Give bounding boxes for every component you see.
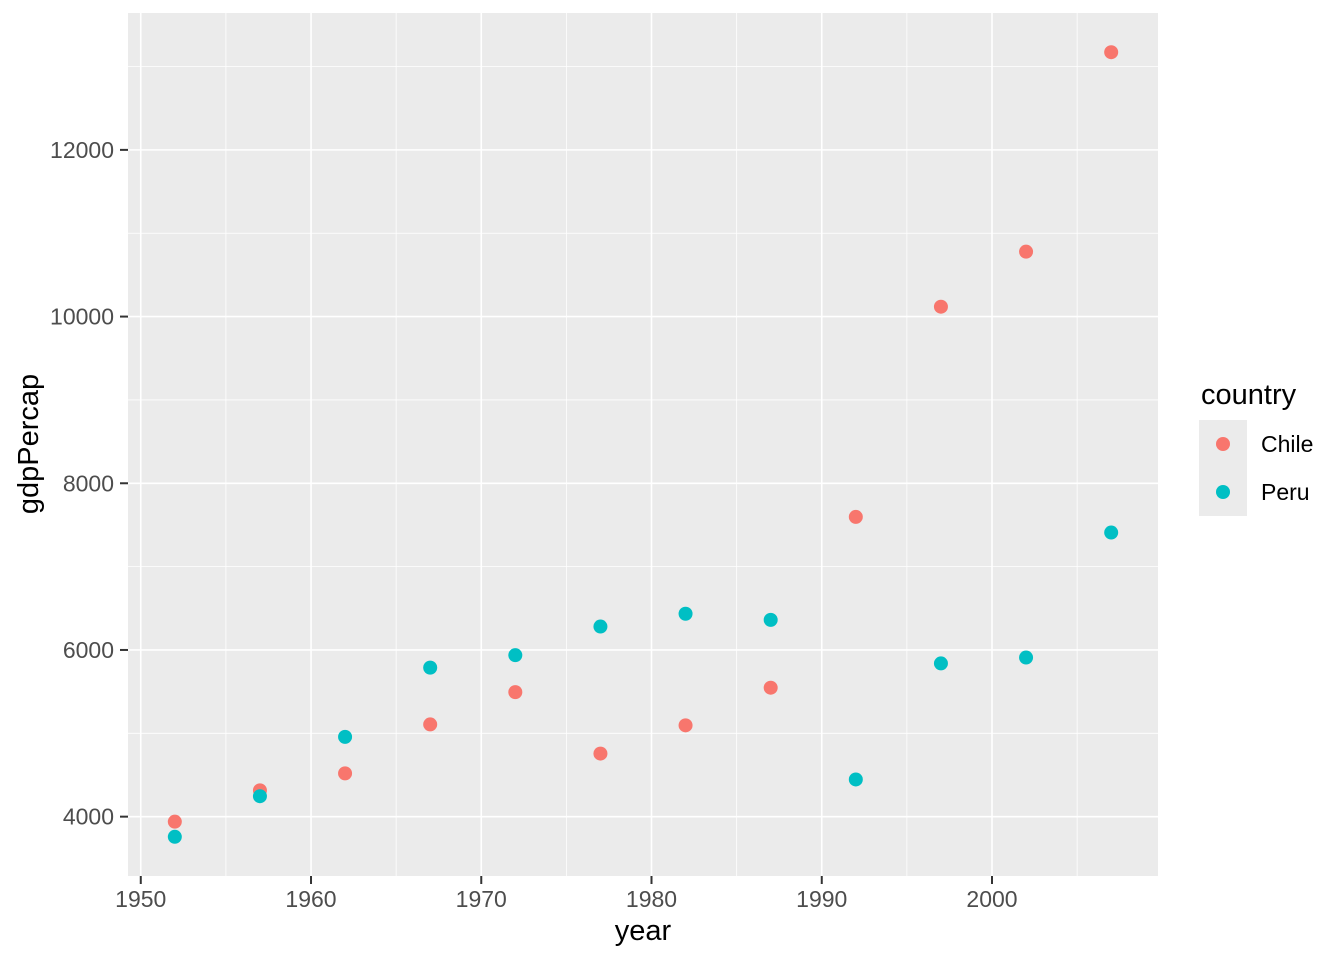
- data-point-chile-1992: [848, 509, 863, 524]
- data-point-chile-2002: [1019, 244, 1034, 259]
- data-point-chile-1952: [167, 814, 182, 829]
- legend-entry-peru: Peru: [1199, 468, 1310, 516]
- data-point-chile-1987: [763, 680, 778, 695]
- y-tick-label: 4000: [63, 804, 114, 830]
- legend-point-peru-icon: [1216, 485, 1230, 499]
- y-axis-title: gdpPercap: [13, 374, 45, 514]
- x-tick-label: 1960: [285, 886, 336, 912]
- panel-background: [128, 13, 1158, 876]
- legend: country Chile Peru: [1199, 379, 1313, 516]
- data-point-peru-1982: [678, 606, 693, 621]
- legend-entry-chile: Chile: [1199, 420, 1313, 468]
- y-tick-label: 8000: [63, 470, 114, 496]
- data-point-peru-1977: [593, 619, 608, 634]
- legend-title: country: [1201, 379, 1297, 411]
- data-point-peru-1952: [167, 829, 182, 844]
- legend-label-chile: Chile: [1261, 431, 1313, 457]
- data-point-peru-1997: [933, 656, 948, 671]
- data-point-peru-1992: [848, 772, 863, 787]
- data-point-peru-1987: [763, 612, 778, 627]
- data-point-chile-2007: [1104, 45, 1119, 60]
- data-point-chile-1972: [508, 685, 523, 700]
- x-tick-label: 1950: [115, 886, 166, 912]
- y-tick-label: 6000: [63, 637, 114, 663]
- x-tick-label: 1990: [796, 886, 847, 912]
- data-point-chile-1962: [338, 766, 353, 781]
- x-tick-label: 1970: [456, 886, 507, 912]
- data-point-peru-1957: [252, 789, 267, 804]
- data-point-peru-1962: [338, 729, 353, 744]
- data-point-peru-2002: [1019, 650, 1034, 665]
- x-tick-label: 1980: [626, 886, 677, 912]
- y-tick-label: 12000: [50, 137, 114, 163]
- data-point-chile-1997: [933, 299, 948, 314]
- x-tick-label: 2000: [966, 886, 1017, 912]
- y-tick-label: 10000: [50, 304, 114, 330]
- data-point-chile-1982: [678, 718, 693, 733]
- data-point-peru-1972: [508, 648, 523, 663]
- legend-label-peru: Peru: [1261, 479, 1310, 505]
- data-point-chile-1977: [593, 746, 608, 761]
- data-point-peru-1967: [423, 660, 438, 675]
- plot-area: 1950 1960 1970 1980 1990 2000 4000 6000 8000 1000…: [50, 13, 1158, 912]
- x-axis-title: year: [615, 915, 672, 947]
- legend-point-chile-icon: [1216, 437, 1230, 451]
- data-point-peru-2007: [1104, 525, 1119, 540]
- data-point-chile-1967: [423, 717, 438, 732]
